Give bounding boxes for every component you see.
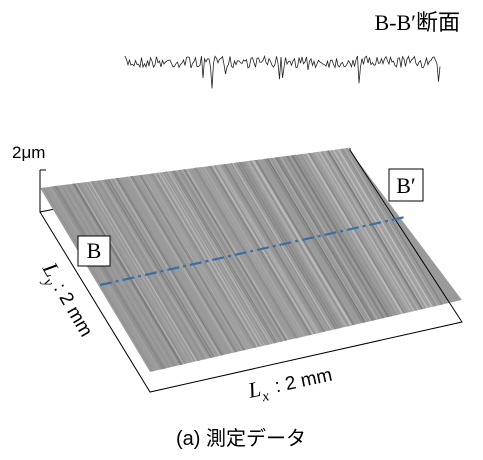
figure: B-B′断面 2μm B B′ Ly: 2 mm Lx: 2 mm (a) 測定… [0,0,483,460]
page: B-B′断面 2μm B B′ Ly: 2 mm Lx: 2 mm (a) 測定… [0,0,483,460]
profile-line [125,56,440,88]
caption: (a) 測定データ [176,427,306,450]
x-text: : 2 mm [273,365,334,398]
marker-start: B [87,238,102,263]
y-text: : 2 mm [49,280,96,341]
section-label: B-B′断面 [375,10,461,35]
scale-label: 2μm [12,143,45,162]
marker-end: B′ [396,173,416,198]
x-sub: x [260,388,271,405]
